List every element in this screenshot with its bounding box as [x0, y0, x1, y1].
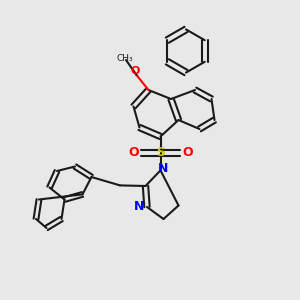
Text: O: O [128, 146, 139, 160]
Text: S: S [156, 146, 165, 160]
Text: N: N [134, 200, 145, 214]
Text: N: N [158, 162, 169, 176]
Text: O: O [182, 146, 193, 160]
Text: CH₃: CH₃ [116, 54, 133, 63]
Text: O: O [130, 66, 140, 76]
